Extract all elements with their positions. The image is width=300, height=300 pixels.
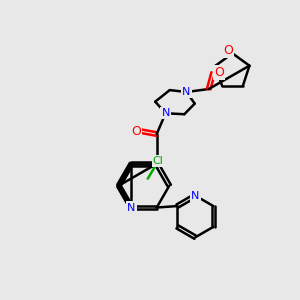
Text: N: N: [182, 87, 190, 97]
Text: O: O: [223, 44, 233, 57]
Text: Cl: Cl: [153, 156, 164, 166]
Text: N: N: [161, 108, 170, 118]
Text: N: N: [191, 191, 200, 201]
Text: O: O: [214, 66, 224, 79]
Text: N: N: [127, 202, 136, 212]
Text: O: O: [131, 124, 141, 138]
